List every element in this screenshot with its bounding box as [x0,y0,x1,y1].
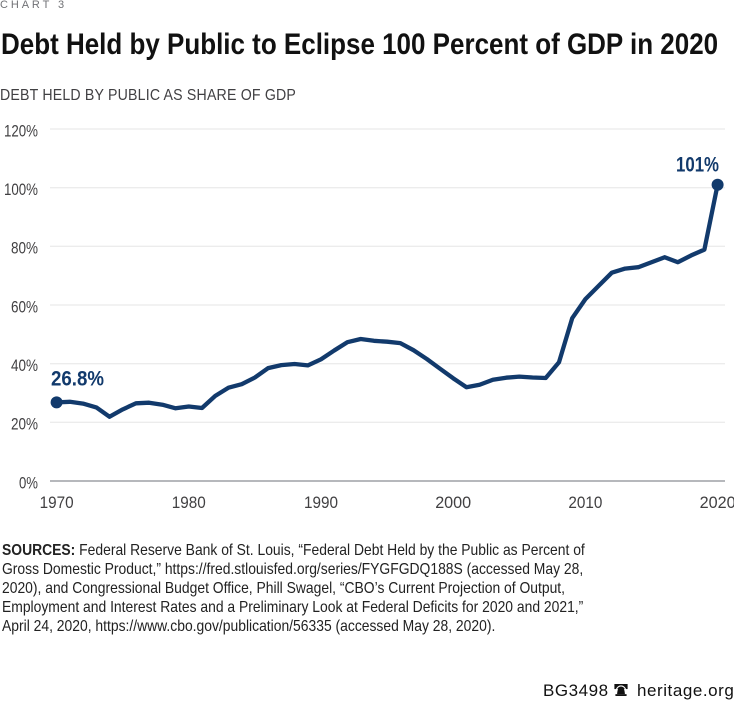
svg-text:80%: 80% [11,239,38,258]
svg-text:20%: 20% [11,415,38,434]
svg-text:2020: 2020 [700,493,734,512]
svg-text:40%: 40% [11,356,38,375]
svg-text:60%: 60% [11,297,38,316]
svg-text:2000: 2000 [435,493,471,512]
svg-text:1970: 1970 [40,493,74,512]
svg-text:120%: 120% [4,121,38,140]
svg-text:1990: 1990 [304,493,338,512]
svg-text:0%: 0% [19,473,38,492]
svg-text:1980: 1980 [172,493,206,512]
svg-text:100%: 100% [4,180,38,199]
svg-text:2010: 2010 [568,493,602,512]
svg-text:26.8%: 26.8% [51,368,104,391]
svg-text:101%: 101% [676,154,719,177]
